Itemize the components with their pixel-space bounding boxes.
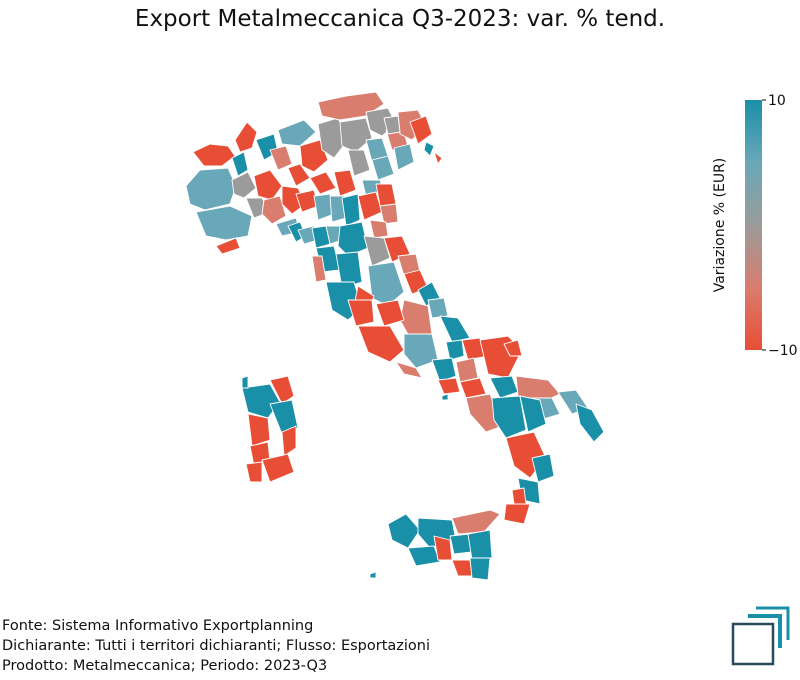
map-title: Export Metalmeccanica Q3-2023: var. % te…	[134, 6, 666, 32]
province-modena[interactable]	[341, 193, 361, 227]
province-pordenone[interactable]	[383, 115, 401, 135]
province-biella[interactable]	[231, 171, 257, 199]
province-lecce[interactable]	[575, 403, 605, 443]
province-livorno[interactable]	[311, 255, 327, 283]
province-cagliari[interactable]	[261, 453, 295, 483]
province-nuoro[interactable]	[269, 399, 299, 435]
province-isernia[interactable]	[445, 339, 465, 361]
province-trento[interactable]	[339, 117, 373, 153]
province-siracusa[interactable]	[469, 557, 491, 581]
province-napoli[interactable]	[437, 377, 461, 395]
province-crotone[interactable]	[531, 453, 555, 483]
province-sondrio[interactable]	[277, 119, 317, 147]
province-verona[interactable]	[347, 149, 371, 177]
province-perugia[interactable]	[367, 261, 405, 307]
province-rieti[interactable]	[375, 299, 405, 327]
footer-source: Fonte: Sistema Informativo Exportplannin…	[2, 618, 314, 634]
province-matera[interactable]	[519, 395, 547, 433]
province-ragusa[interactable]	[451, 559, 473, 577]
footer-product: Prodotto: Metalmeccanica; Periodo: 2023-…	[2, 658, 328, 674]
province-asinara[interactable]	[241, 375, 249, 389]
colorbar-max-label: 10	[768, 93, 786, 109]
province-carbonia[interactable]	[245, 461, 263, 483]
province-siena[interactable]	[335, 251, 363, 289]
province-benevento[interactable]	[455, 357, 479, 383]
province-catania[interactable]	[467, 529, 493, 561]
italy-choropleth-map	[185, 91, 605, 581]
province-frosinone[interactable]	[403, 333, 439, 369]
province-foggia-gargano[interactable]	[503, 339, 523, 357]
province-imperia[interactable]	[215, 237, 241, 255]
province-forli[interactable]	[369, 219, 389, 239]
province-torino[interactable]	[185, 167, 237, 211]
footer-declarant: Dichiarante: Tutti i territori dichiaran…	[2, 638, 430, 654]
province-bergamo[interactable]	[299, 139, 329, 173]
province-trieste[interactable]	[423, 141, 435, 157]
province-ogliastra[interactable]	[281, 425, 297, 457]
province-ossola[interactable]	[234, 121, 258, 153]
source-footer: Fonte: Sistema Informativo Exportplannin…	[2, 616, 430, 676]
province-potenza[interactable]	[491, 395, 527, 439]
province-laquila[interactable]	[399, 299, 433, 339]
province-oristano[interactable]	[247, 413, 271, 447]
province-alessandria[interactable]	[261, 195, 287, 225]
province-vercelli[interactable]	[231, 151, 249, 177]
colorbar-min-label: −10	[768, 343, 798, 357]
province-chieti[interactable]	[439, 315, 471, 343]
province-trieste-coast[interactable]	[433, 151, 443, 165]
province-avellino[interactable]	[459, 377, 487, 399]
province-pescara[interactable]	[427, 297, 449, 319]
province-messina[interactable]	[451, 509, 501, 535]
province-olbia[interactable]	[269, 375, 295, 405]
province-caserta[interactable]	[431, 357, 457, 383]
province-venezia[interactable]	[393, 143, 415, 171]
provinces-layer	[185, 91, 605, 581]
province-padova[interactable]	[371, 155, 395, 181]
province-pantelleria[interactable]	[369, 571, 377, 579]
province-vibo[interactable]	[511, 487, 527, 505]
province-firenze[interactable]	[337, 221, 369, 257]
colorbar-title: Variazione % (EUR)	[712, 158, 728, 293]
province-cuneo[interactable]	[195, 205, 253, 241]
province-ravenna[interactable]	[379, 203, 399, 225]
province-cremona[interactable]	[309, 171, 337, 195]
province-mantova[interactable]	[333, 169, 357, 197]
province-trapani[interactable]	[387, 513, 421, 549]
colorbar-legend: 10 −10 Variazione % (EUR)	[712, 93, 798, 357]
province-latina[interactable]	[395, 361, 423, 379]
province-bat[interactable]	[489, 375, 519, 399]
province-arezzo[interactable]	[363, 235, 391, 267]
province-gorizia[interactable]	[409, 115, 433, 145]
province-ferrara[interactable]	[375, 183, 397, 207]
province-reggio-calabria[interactable]	[503, 503, 531, 525]
exportplanning-logo-icon	[731, 606, 790, 666]
province-aosta[interactable]	[192, 143, 236, 167]
province-agrigento[interactable]	[407, 545, 441, 567]
province-novara[interactable]	[253, 169, 283, 201]
province-viterbo[interactable]	[347, 299, 375, 327]
province-varese[interactable]	[269, 145, 293, 171]
province-capri[interactable]	[441, 393, 449, 401]
province-roma[interactable]	[357, 325, 405, 363]
colorbar-gradient	[745, 100, 762, 350]
